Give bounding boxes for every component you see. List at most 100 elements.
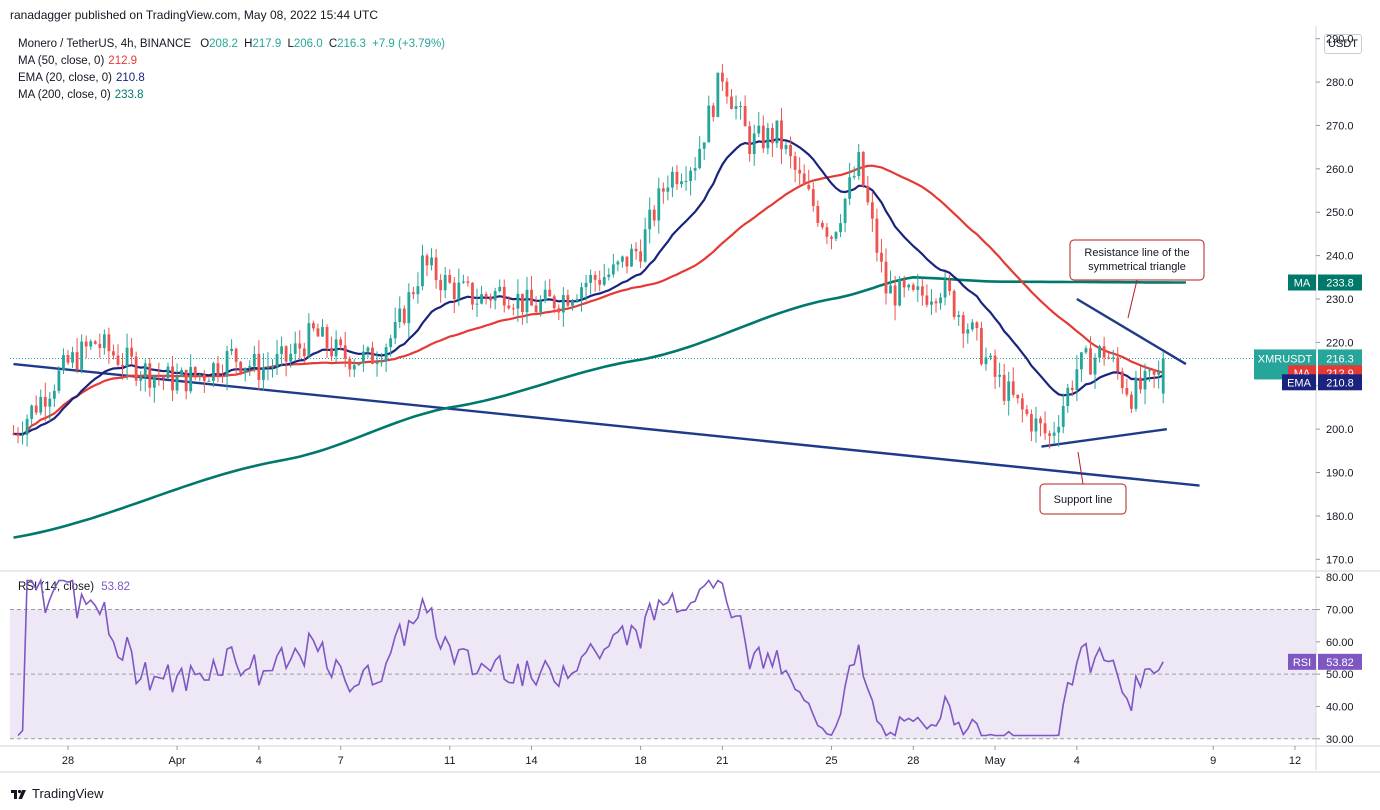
tradingview-brand[interactable]: TradingView: [10, 786, 104, 801]
candle-body: [711, 105, 715, 117]
candle-body: [89, 341, 93, 347]
rsi-line: [17, 577, 1164, 737]
candle-body: [411, 292, 415, 295]
candle-body: [43, 396, 47, 407]
price-tick-label: 220.0: [1326, 337, 1354, 349]
date-tick-label: 4: [256, 755, 262, 767]
candle-body: [243, 367, 247, 373]
ohlc-open-label: O: [200, 38, 210, 50]
candle-body: [266, 366, 270, 368]
candle-body: [1002, 374, 1006, 401]
resistance-annotation-text: Resistance line of the: [1084, 247, 1189, 259]
candle-body: [484, 294, 488, 298]
candle-body: [866, 185, 870, 203]
candle-body: [598, 279, 602, 285]
candle-body: [852, 176, 856, 178]
candle-body: [875, 218, 879, 253]
candle-body: [207, 380, 211, 382]
candle-body: [271, 366, 274, 368]
resistance-annotation-box: [1069, 239, 1205, 281]
candle-body: [139, 377, 143, 381]
currency-selector[interactable]: USDT: [1324, 34, 1362, 54]
candle-body: [975, 322, 979, 329]
candle-body: [248, 365, 252, 368]
candle-body: [1084, 348, 1088, 353]
candle-body: [1034, 418, 1038, 432]
candle-body: [911, 284, 915, 290]
candle-body: [693, 168, 697, 171]
legend-ema20[interactable]: EMA (20, close, 0) 210.8: [18, 70, 445, 87]
candle-body: [125, 347, 129, 367]
candle-body: [920, 286, 924, 296]
candle-body: [634, 248, 638, 252]
candle-body: [789, 145, 792, 157]
date-tick-label: 28: [62, 755, 74, 767]
candle-body: [443, 274, 447, 291]
candle-body: [898, 279, 902, 306]
symbol-label[interactable]: Monero / TetherUS, 4h, BINANCE: [18, 38, 191, 50]
candle-body: [202, 374, 206, 381]
candle-body: [752, 133, 756, 155]
candle-body: [307, 323, 311, 357]
candle-body: [930, 301, 933, 305]
candle-body: [116, 355, 120, 365]
ohlc-close-label: C: [328, 38, 338, 50]
candle-body: [234, 348, 238, 362]
tradingview-logo-icon: [11, 789, 26, 799]
rsi-label-text: RSI: [1293, 657, 1311, 669]
candle-body: [112, 351, 115, 356]
candle-body: [466, 281, 470, 283]
candle-body: [925, 295, 929, 305]
rsi-panel: [17, 577, 1164, 737]
candle-body: [39, 396, 43, 413]
candle-body: [1116, 357, 1120, 372]
candle-body: [998, 374, 1002, 377]
candle-body: [611, 264, 615, 275]
candle-body: [366, 347, 370, 352]
candle-body: [1134, 377, 1138, 409]
candle-body: [434, 257, 438, 281]
legend-ma50[interactable]: MA (50, close, 0) 212.9: [18, 53, 445, 70]
candle-body: [1061, 406, 1065, 427]
price-tick-label: 270.0: [1326, 120, 1354, 132]
ohlc-close: 216.3: [337, 38, 366, 50]
price-tick-label: 230.0: [1326, 294, 1354, 306]
candle-body: [957, 315, 961, 317]
ohlc-high: 217.9: [252, 38, 282, 50]
candle-body: [534, 305, 538, 313]
rsi-tick-label: 70.00: [1326, 605, 1354, 617]
candle-body: [212, 363, 215, 381]
candle-body: [21, 434, 24, 436]
candle-body: [34, 405, 38, 413]
candle-body: [539, 300, 543, 313]
candle-body: [1075, 369, 1079, 390]
candle-body: [330, 347, 333, 357]
candle-body: [680, 181, 683, 185]
candle-body: [798, 169, 802, 174]
ohlc-high-label: H: [244, 38, 253, 50]
date-tick-label: 18: [634, 755, 646, 767]
candle-body: [757, 125, 761, 134]
candle-body: [748, 126, 752, 155]
candle-body: [848, 177, 852, 199]
rsi-tick-label: 80.00: [1326, 572, 1354, 584]
candle-body: [948, 280, 952, 291]
candle-body: [25, 418, 29, 435]
candle-body: [439, 280, 443, 291]
last-price-text: 216.3: [1326, 353, 1354, 365]
date-tick-label: 28: [907, 755, 919, 767]
candle-body: [475, 303, 479, 305]
candle-body: [530, 289, 533, 306]
candle-body: [602, 277, 606, 285]
candle-body: [143, 363, 147, 378]
candle-body: [407, 292, 411, 324]
candle-body: [1139, 377, 1142, 390]
legend-ma200[interactable]: MA (200, close, 0) 233.8: [18, 87, 445, 104]
candle-body: [216, 363, 220, 376]
price-tick-label: 200.0: [1326, 424, 1354, 436]
candle-body: [493, 291, 497, 301]
candle-body: [262, 367, 265, 380]
candle-body: [607, 274, 611, 278]
candle-body: [1057, 426, 1061, 433]
